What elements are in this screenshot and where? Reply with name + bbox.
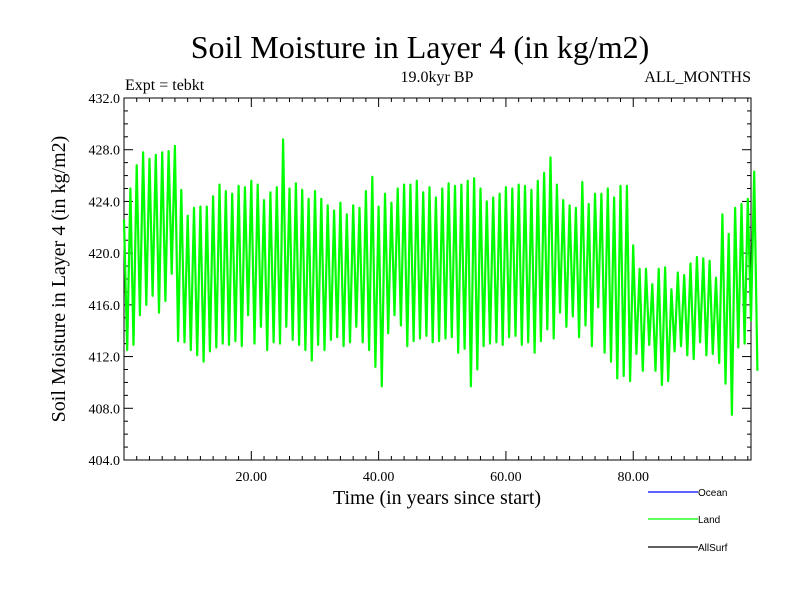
x-axis-label: Time (in years since start)	[333, 487, 541, 509]
y-tick-label: 428.0	[89, 144, 121, 159]
y-tick-label: 420.0	[89, 247, 121, 262]
legend: Ocean Land AllSurf	[648, 488, 728, 554]
chart-title: Soil Moisture in Layer 4 (in kg/m2)	[191, 29, 650, 65]
period-label: 19.0kyr BP	[401, 69, 474, 86]
y-tick-label: 424.0	[89, 195, 121, 210]
y-tick-label: 432.0	[89, 92, 121, 107]
y-tick-label: 416.0	[89, 299, 121, 314]
experiment-label: Expt = tebkt	[125, 77, 205, 94]
x-tick-label: 40.00	[363, 470, 395, 485]
x-tick-label: 80.00	[617, 470, 649, 485]
y-axis-label: Soil Moisture in Layer 4 (in kg/m2)	[48, 136, 70, 423]
y-tick-labels: 404.0 408.0 412.0 416.0 420.0 424.0 428.0 432.0	[89, 92, 121, 469]
legend-label-land: Land	[698, 515, 720, 526]
x-tick-labels: 20.00 40.00 60.00 80.00	[236, 470, 649, 485]
y-tick-label: 404.0	[89, 454, 121, 469]
legend-label-allsurf: AllSurf	[698, 543, 728, 554]
x-tick-label: 60.00	[490, 470, 522, 485]
plot-area	[122, 138, 759, 416]
series-line-land	[122, 138, 759, 416]
y-tick-label: 412.0	[89, 351, 121, 366]
legend-label-ocean: Ocean	[698, 488, 727, 499]
axis-ticks	[123, 97, 751, 461]
months-label: ALL_MONTHS	[644, 69, 751, 86]
y-tick-label: 408.0	[89, 402, 121, 417]
x-tick-label: 20.00	[236, 470, 268, 485]
